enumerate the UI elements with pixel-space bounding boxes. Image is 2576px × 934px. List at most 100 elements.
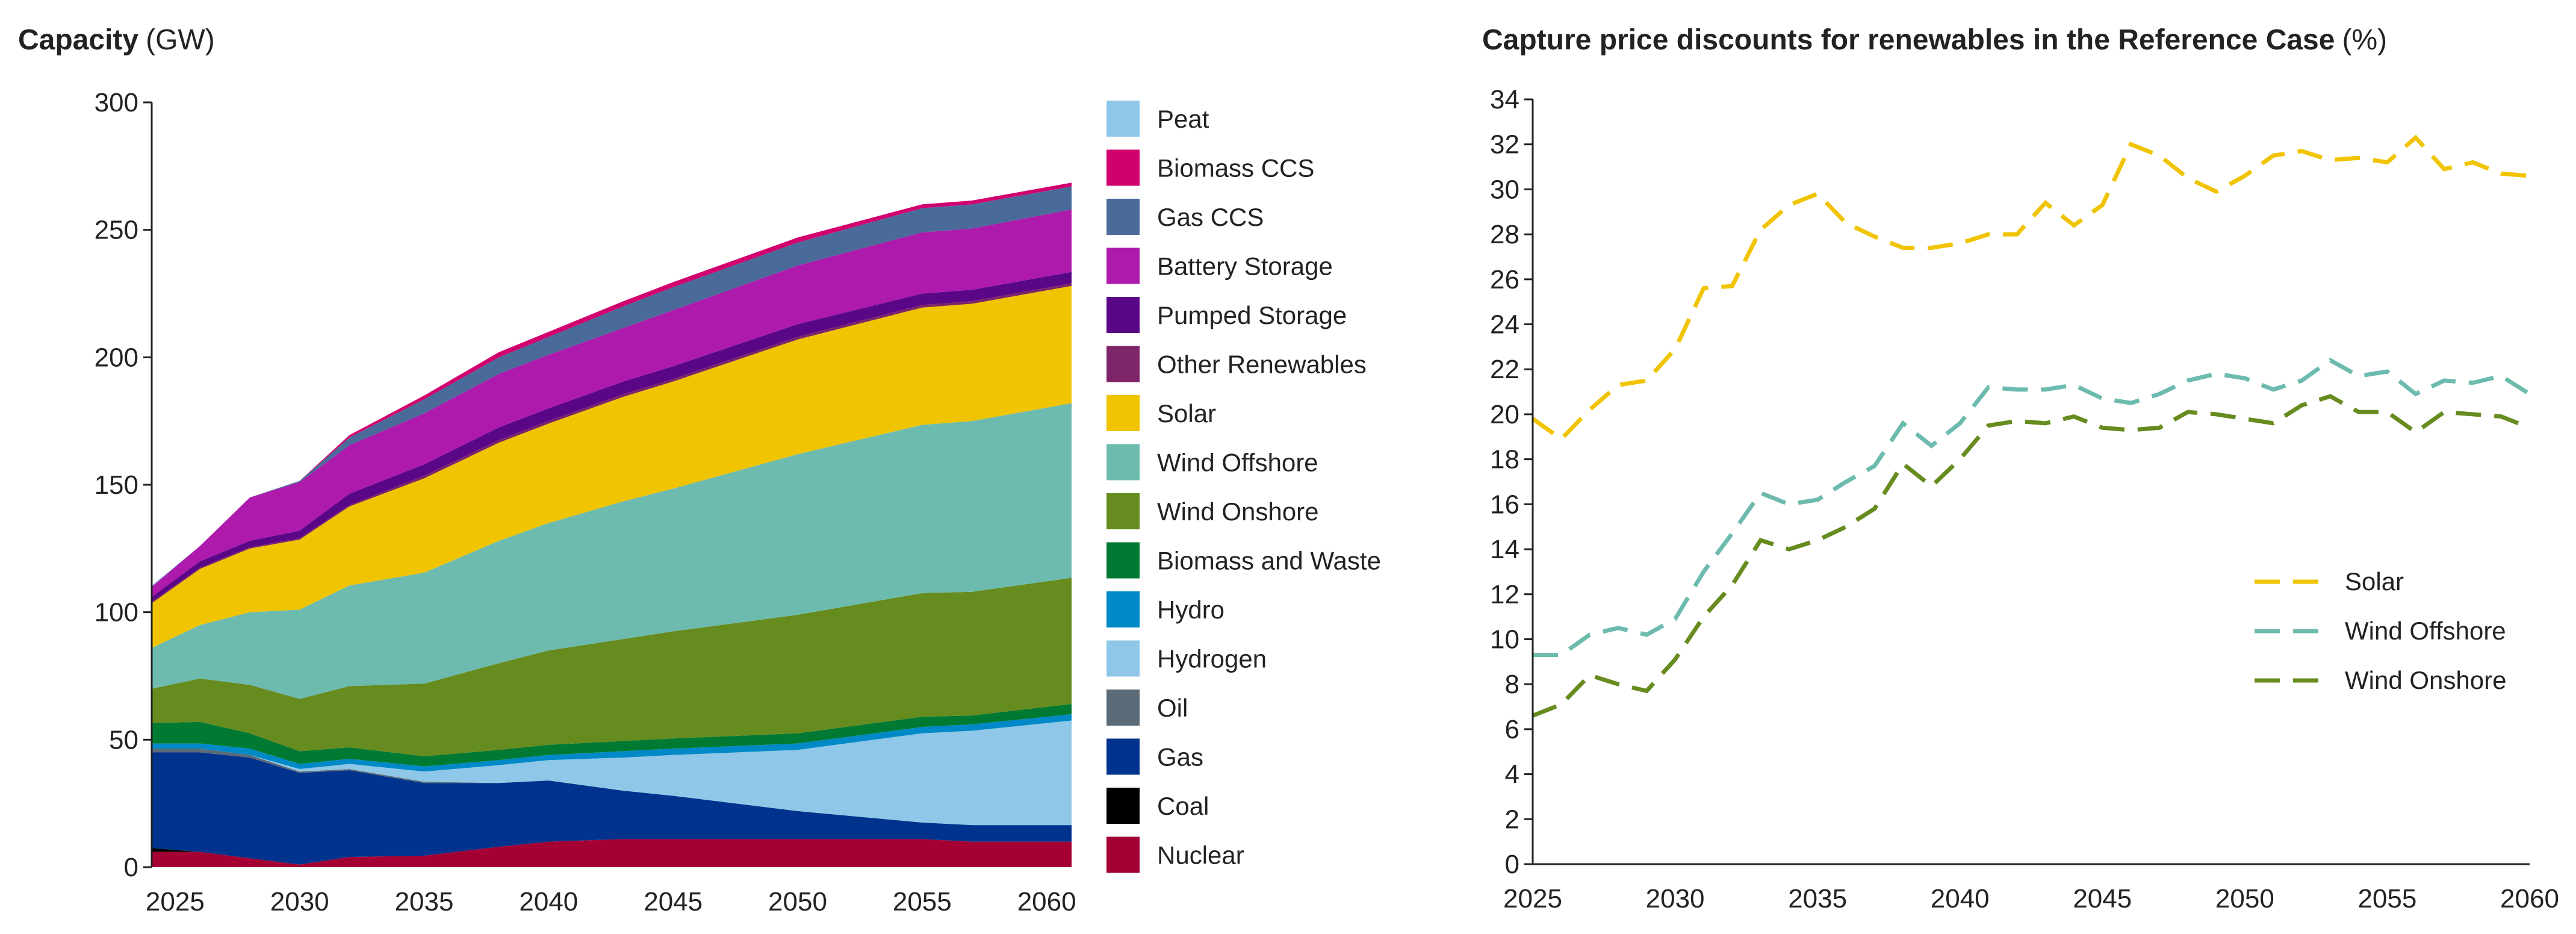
legend-item: Hydrogen (1106, 640, 1267, 677)
y-tick-label: 300 (95, 88, 138, 117)
legend-item: Gas (1106, 738, 1203, 775)
legend-swatch (1106, 738, 1140, 775)
y-tick-label: 34 (1490, 85, 1519, 114)
legend-item: Solar (1106, 395, 1216, 431)
y-tick-label: 28 (1490, 220, 1519, 249)
legend-swatch (1106, 690, 1140, 726)
legend-swatch (1106, 788, 1140, 824)
legend-label: Battery Storage (1157, 252, 1333, 281)
capacity-chart-title: Capacity (GW) (18, 24, 215, 56)
legend-item: Wind Onshore (2255, 666, 2506, 694)
capacity-chart: Capacity (GW) 0 50 100 150 200 250 300 2025 2030 2… (18, 24, 1381, 917)
y-tick-label: 22 (1490, 355, 1519, 384)
area-battery-storage (152, 209, 1072, 597)
legend-swatch (1106, 591, 1140, 627)
legend-item: Pumped Storage (1106, 297, 1347, 333)
legend-label: Peat (1157, 105, 1209, 133)
legend-item: Battery Storage (1106, 248, 1333, 284)
legend-label: Solar (1157, 399, 1216, 428)
y-tick-label: 20 (1490, 400, 1519, 429)
legend-swatch (1106, 297, 1140, 333)
y-tick-label: 4 (1505, 760, 1519, 789)
legend-label: Oil (1157, 694, 1188, 722)
legend: Solar Wind Offshore Wind Onshore (2255, 567, 2506, 694)
legend-label: Biomass and Waste (1157, 547, 1381, 575)
legend-label: Pumped Storage (1157, 301, 1347, 329)
legend-label: Other Renewables (1157, 350, 1367, 379)
axes: 0 50 100 150 200 250 300 2025 2030 2035 2040 2045 20… (95, 88, 1076, 917)
legend-item: Gas CCS (1106, 199, 1264, 235)
legend-item: Coal (1106, 788, 1209, 824)
title-unit: (%) (2342, 24, 2387, 56)
y-tick-label: 250 (95, 216, 138, 245)
legend-label: Wind Onshore (2345, 666, 2506, 694)
legend-label: Coal (1157, 792, 1209, 820)
legend-item: Nuclear (1106, 836, 1244, 873)
area-nuclear (152, 839, 1072, 867)
x-tick-label: 2055 (2357, 884, 2416, 914)
y-tick-label: 150 (95, 470, 138, 500)
x-tick-label: 2030 (1646, 884, 1705, 914)
x-tick-label: 2040 (519, 887, 578, 917)
capture-price-chart-title: Capture price discounts for renewables i… (1482, 24, 2387, 56)
y-tick-label: 16 (1490, 490, 1519, 519)
legend-item: Hydro (1106, 591, 1224, 627)
legend-label: Nuclear (1157, 841, 1244, 870)
area-solar (152, 285, 1072, 648)
x-tick-label: 2060 (1017, 887, 1076, 917)
y-tick-label: 24 (1490, 310, 1519, 340)
legend-swatch (1106, 149, 1140, 186)
area-wind-onshore (152, 578, 1072, 756)
y-tick-label: 14 (1490, 535, 1519, 564)
legend-item: Oil (1106, 690, 1188, 726)
y-tick-label: 10 (1490, 624, 1519, 654)
area-hydrogen (152, 720, 1072, 826)
x-tick-label: 2025 (1503, 884, 1562, 914)
legend-label: Wind Offshore (2345, 617, 2506, 645)
legend-label: Wind Offshore (1157, 449, 1318, 477)
y-tick-label: 32 (1490, 130, 1519, 160)
legend-swatch (1106, 640, 1140, 677)
line-wind-offshore (1533, 358, 2531, 658)
legend-swatch (1106, 199, 1140, 235)
title-unit: (GW) (146, 24, 215, 56)
y-tick-label: 0 (1505, 850, 1519, 879)
y-tick-label: 100 (95, 598, 138, 627)
legend-item: Biomass CCS (1106, 149, 1314, 186)
legend-item: Biomass and Waste (1106, 542, 1381, 579)
x-tick-label: 2035 (1788, 884, 1847, 914)
x-tick-label: 2045 (2073, 884, 2132, 914)
legend-item: Wind Offshore (2255, 617, 2506, 645)
legend-swatch (1106, 542, 1140, 579)
lines (1531, 134, 2531, 718)
x-tick-label: 2060 (2500, 884, 2559, 914)
area-gas (152, 752, 1072, 865)
x-tick-label: 2050 (2215, 884, 2274, 914)
legend-item: Other Renewables (1106, 346, 1367, 382)
legend-swatch (1106, 836, 1140, 873)
line-solar (1531, 134, 2530, 442)
area-oil (152, 749, 1072, 826)
y-tick-label: 12 (1490, 580, 1519, 609)
y-tick-label: 2 (1505, 805, 1519, 834)
line-wind-onshore (1532, 394, 2531, 718)
legend-label: Biomass CCS (1157, 154, 1314, 182)
legend-swatch (1106, 101, 1140, 137)
legend-item: Wind Offshore (1106, 444, 1318, 481)
title-main: Capacity (18, 24, 138, 56)
y-tick-label: 18 (1490, 445, 1519, 475)
y-tick-label: 50 (109, 725, 138, 755)
x-tick-label: 2025 (146, 887, 205, 917)
legend-swatch (1106, 493, 1140, 529)
area-wind-offshore (152, 403, 1072, 699)
y-tick-label: 6 (1505, 715, 1519, 744)
legend-label: Hydro (1157, 596, 1224, 624)
y-tick-label: 8 (1505, 670, 1519, 699)
legend-swatch (1106, 248, 1140, 284)
x-tick-label: 2050 (768, 887, 827, 917)
area-gas-ccs (152, 186, 1072, 587)
y-tick-label: 26 (1490, 265, 1519, 294)
capture-price-chart: Capture price discounts for renewables i… (1482, 24, 2559, 914)
